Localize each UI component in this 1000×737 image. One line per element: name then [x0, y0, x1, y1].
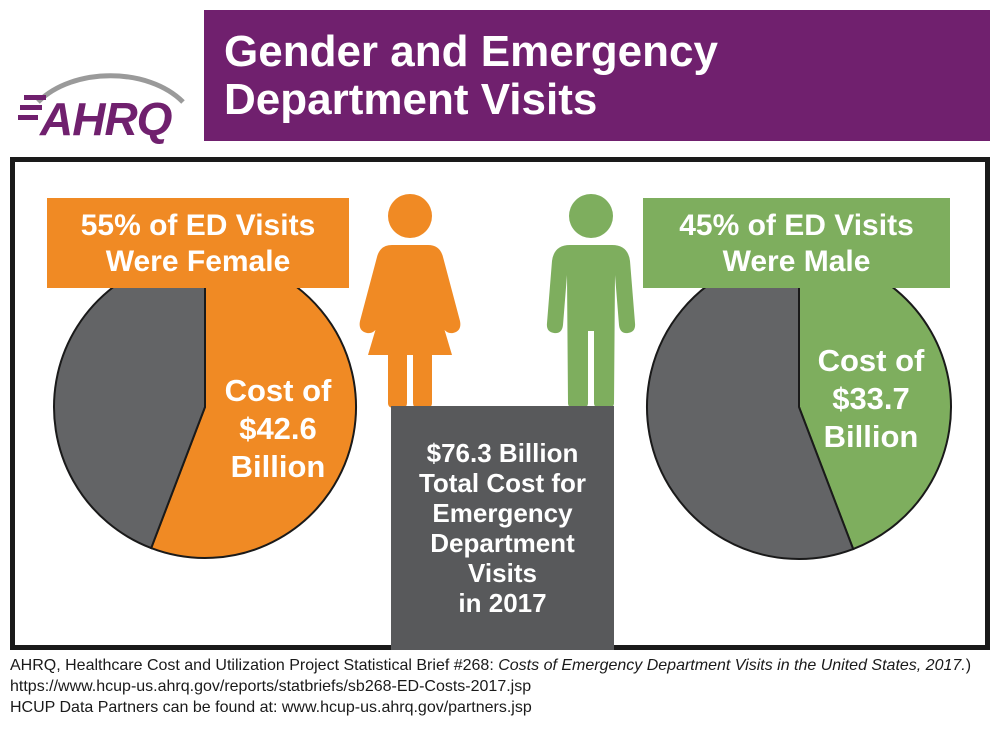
male-share-line1: 45% of ED Visits [679, 209, 914, 242]
female-figure-icon [359, 194, 461, 408]
title-banner: Gender and Emergency Department Visits [204, 10, 990, 141]
female-share-label: 55% of ED Visits Were Female [47, 198, 349, 288]
male-share-label: 45% of ED Visits Were Male [643, 198, 950, 288]
total-cost-line2: Total Cost for [418, 468, 587, 498]
citation-title: Costs of Emergency Department Visits in … [498, 657, 966, 674]
total-cost-line6: in 2017 [458, 588, 547, 618]
female-cost-line1: Cost of [224, 373, 332, 408]
ahrq-logo: AHRQ [18, 73, 185, 145]
citation-url: ) https://www.hcup-us.ahrq.gov/reports/s… [10, 657, 972, 695]
partners-note: HCUP Data Partners can be found at: www.… [10, 699, 532, 716]
logo-arc [36, 73, 185, 104]
source-footer: AHRQ, Healthcare Cost and Utilization Pr… [10, 655, 995, 718]
male-figure-icon [546, 194, 636, 408]
page-title-line1: Gender and Emergency [224, 27, 718, 76]
male-cost-line1: Cost of [817, 343, 925, 378]
male-pie [646, 253, 952, 560]
citation: AHRQ, Healthcare Cost and Utilization Pr… [10, 655, 995, 697]
female-share-line1: 55% of ED Visits [80, 209, 316, 242]
male-cost-label: Cost of $33.7 Billion [796, 342, 946, 456]
total-cost-line1: $76.3 Billion [426, 438, 579, 468]
citation-prefix: AHRQ, Healthcare Cost and Utilization Pr… [10, 657, 499, 674]
total-cost-line4: Department [430, 528, 575, 558]
male-cost-line3: Billion [823, 419, 919, 454]
total-cost-line5: Visits [468, 558, 537, 588]
female-cost-label: Cost of $42.6 Billion [204, 372, 352, 486]
total-cost-box: $76.3 Billion Total Cost for Emergency D… [391, 406, 614, 650]
logo-speed-lines [18, 95, 46, 120]
logo-text: AHRQ [39, 93, 173, 145]
female-share-line2: Were Female [105, 245, 291, 278]
female-cost-line3: Billion [230, 449, 326, 484]
total-cost-line3: Emergency [432, 498, 573, 528]
male-share-line2: Were Male [722, 245, 871, 278]
female-pie [53, 254, 357, 559]
page-title-line2: Department Visits [224, 75, 598, 124]
female-cost-line2: $42.6 [239, 411, 317, 446]
male-cost-line2: $33.7 [832, 381, 910, 416]
